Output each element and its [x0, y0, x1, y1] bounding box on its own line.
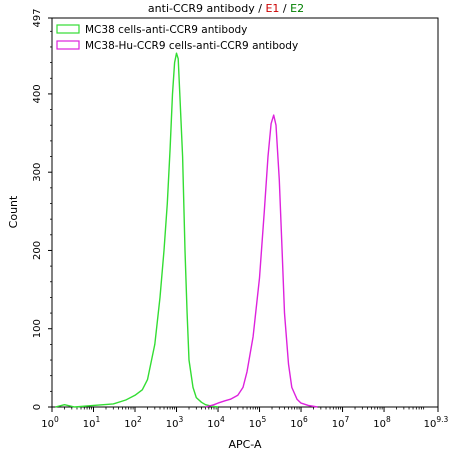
- x-tick-label: 103: [166, 415, 184, 430]
- chart-title: anti-CCR9 antibody / E1 / E2: [148, 2, 304, 15]
- title-separator-2: /: [279, 2, 290, 15]
- x-tick-label: 100: [41, 415, 59, 430]
- y-tick-label: 0: [32, 404, 43, 410]
- legend-swatch-series-2: [56, 40, 80, 50]
- x-axis: 100 101 102 103 104 105 106 107 108 109.3: [41, 407, 449, 430]
- y-tick-label: 200: [32, 241, 43, 260]
- x-tick-label: 101: [83, 415, 101, 430]
- series-layer: [55, 52, 318, 408]
- y-tick-label: 497: [32, 8, 43, 27]
- plot-frame: [51, 17, 439, 408]
- y-tick-label: 300: [32, 163, 43, 182]
- x-tick-label: 107: [332, 415, 350, 430]
- y-tick-label: 400: [32, 84, 43, 103]
- x-tick-label: 105: [249, 415, 267, 430]
- y-axis-title: Count: [7, 195, 20, 228]
- x-tick-label: 106: [290, 415, 308, 430]
- legend-label-series-1: MC38 cells-anti-CCR9 antibody: [85, 24, 247, 36]
- x-axis-title: APC-A: [228, 438, 262, 451]
- x-tick-label: 102: [124, 415, 142, 430]
- x-tick-label: 104: [207, 415, 225, 430]
- x-tick-label: 109.3: [424, 415, 449, 430]
- title-separator-1: /: [255, 2, 266, 15]
- y-tick-label: 100: [32, 319, 43, 338]
- series-line-2: [205, 114, 318, 408]
- legend-label-series-2: MC38-Hu-CCR9 cells-anti-CCR9 antibody: [85, 40, 298, 52]
- legend-swatch-series-1: [56, 24, 80, 34]
- y-axis: 0 100 200 300 400 497: [32, 8, 52, 410]
- title-e2: E2: [290, 2, 304, 15]
- title-e1: E1: [265, 2, 279, 15]
- series-line-1: [55, 52, 219, 408]
- legend: MC38 cells-anti-CCR9 antibody MC38-Hu-CC…: [56, 24, 298, 52]
- x-tick-label: 108: [373, 415, 391, 430]
- title-prefix: anti-CCR9 antibody: [148, 2, 255, 15]
